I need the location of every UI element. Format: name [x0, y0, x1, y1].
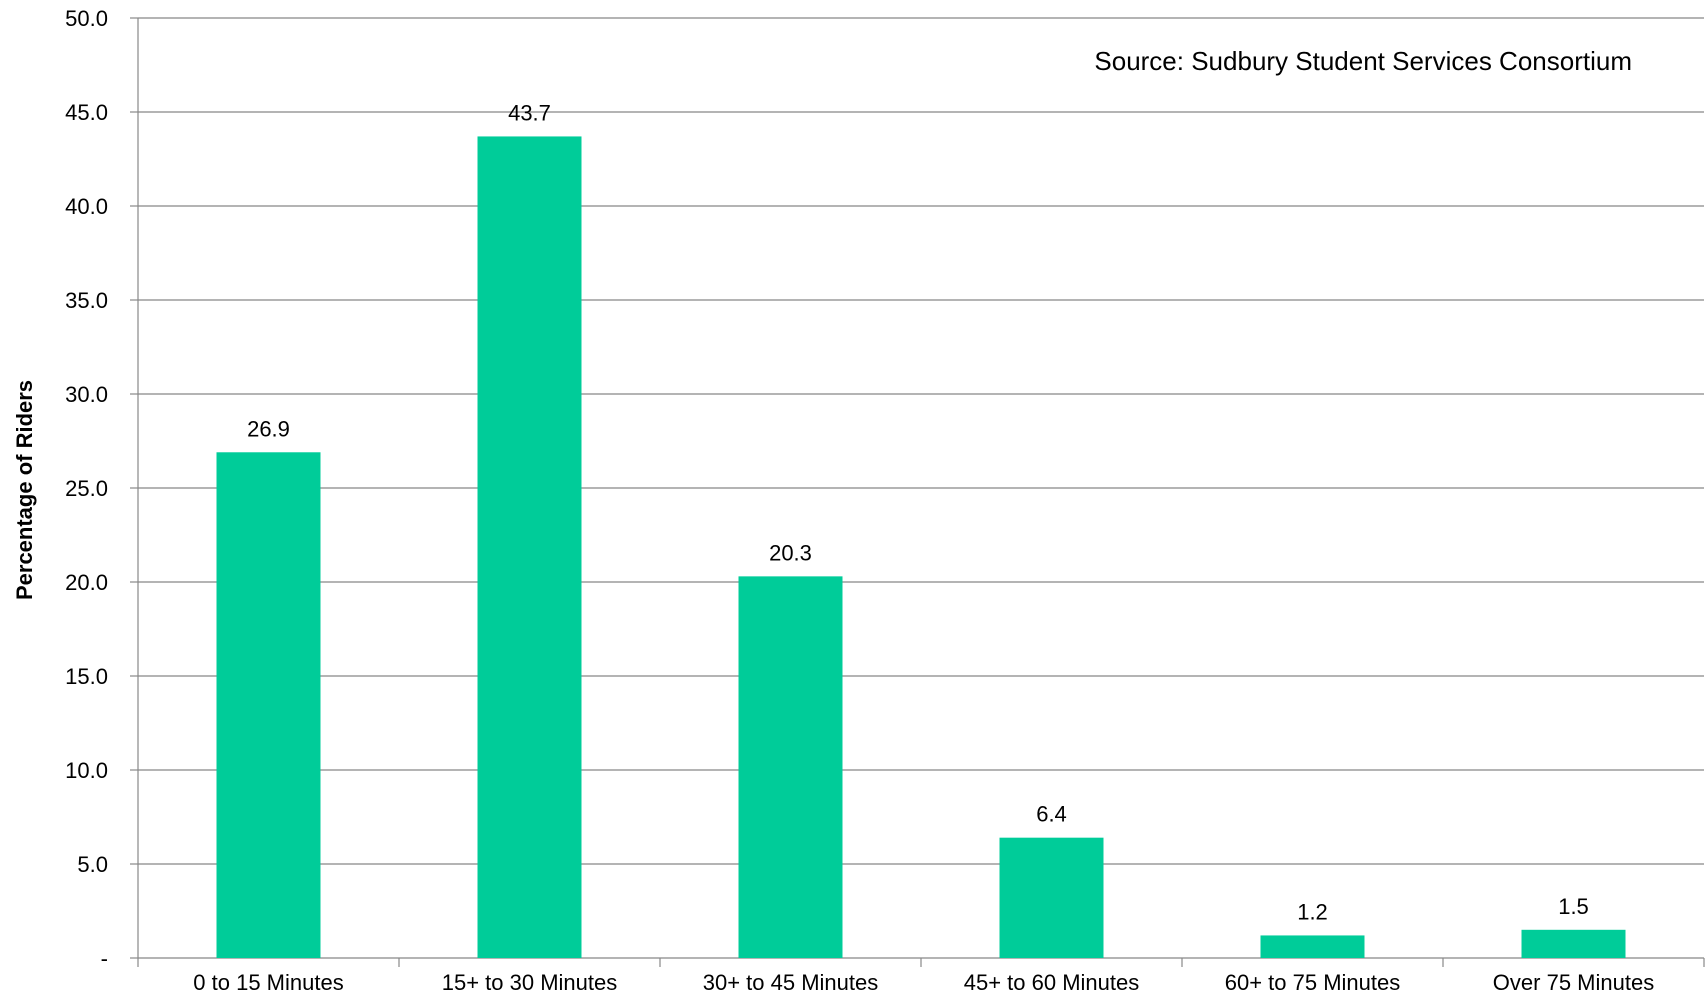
y-tick-label: 15.0: [65, 664, 108, 689]
bar: [999, 837, 1104, 958]
y-tick-label: 40.0: [65, 194, 108, 219]
x-category-label: 45+ to 60 Minutes: [964, 970, 1140, 995]
bar-value-label: 6.4: [1036, 802, 1067, 827]
bar-value-label: 20.3: [769, 540, 812, 565]
bar-value-label: 1.5: [1558, 894, 1589, 919]
bars: [216, 136, 1626, 958]
axes: [130, 17, 1705, 967]
bar: [1521, 929, 1626, 958]
y-tick-label: 25.0: [65, 476, 108, 501]
x-category-label: 0 to 15 Minutes: [193, 970, 343, 995]
gridlines: [138, 17, 1704, 865]
bar-value-label: 26.9: [247, 416, 290, 441]
y-tick-label: 50.0: [65, 6, 108, 31]
source-annotation: Source: Sudbury Student Services Consort…: [1094, 46, 1632, 76]
x-category-label: 15+ to 30 Minutes: [442, 970, 618, 995]
bar: [216, 452, 321, 958]
y-tick-label: 30.0: [65, 382, 108, 407]
bar-value-label: 43.7: [508, 100, 551, 125]
x-category-label: Over 75 Minutes: [1493, 970, 1654, 995]
bar: [1260, 935, 1365, 958]
bar: [738, 576, 843, 958]
y-axis-title: Percentage of Riders: [12, 380, 37, 600]
y-tick-label: 20.0: [65, 570, 108, 595]
x-category-label: 30+ to 45 Minutes: [703, 970, 879, 995]
bar-value-label: 1.2: [1297, 899, 1328, 924]
tick-labels: - 5.0 10.0 15.0 20.0 25.0 30.0 35.0 40.0 45.0 50.0…: [65, 6, 1654, 995]
y-tick-label: -: [101, 946, 108, 971]
y-tick-label: 35.0: [65, 288, 108, 313]
bar: [477, 136, 582, 958]
y-tick-label: 45.0: [65, 100, 108, 125]
data-labels: 26.9 43.7 20.3 6.4 1.2 1.5: [247, 100, 1589, 924]
y-tick-label: 5.0: [77, 852, 108, 877]
x-category-label: 60+ to 75 Minutes: [1225, 970, 1401, 995]
y-tick-label: 10.0: [65, 758, 108, 783]
